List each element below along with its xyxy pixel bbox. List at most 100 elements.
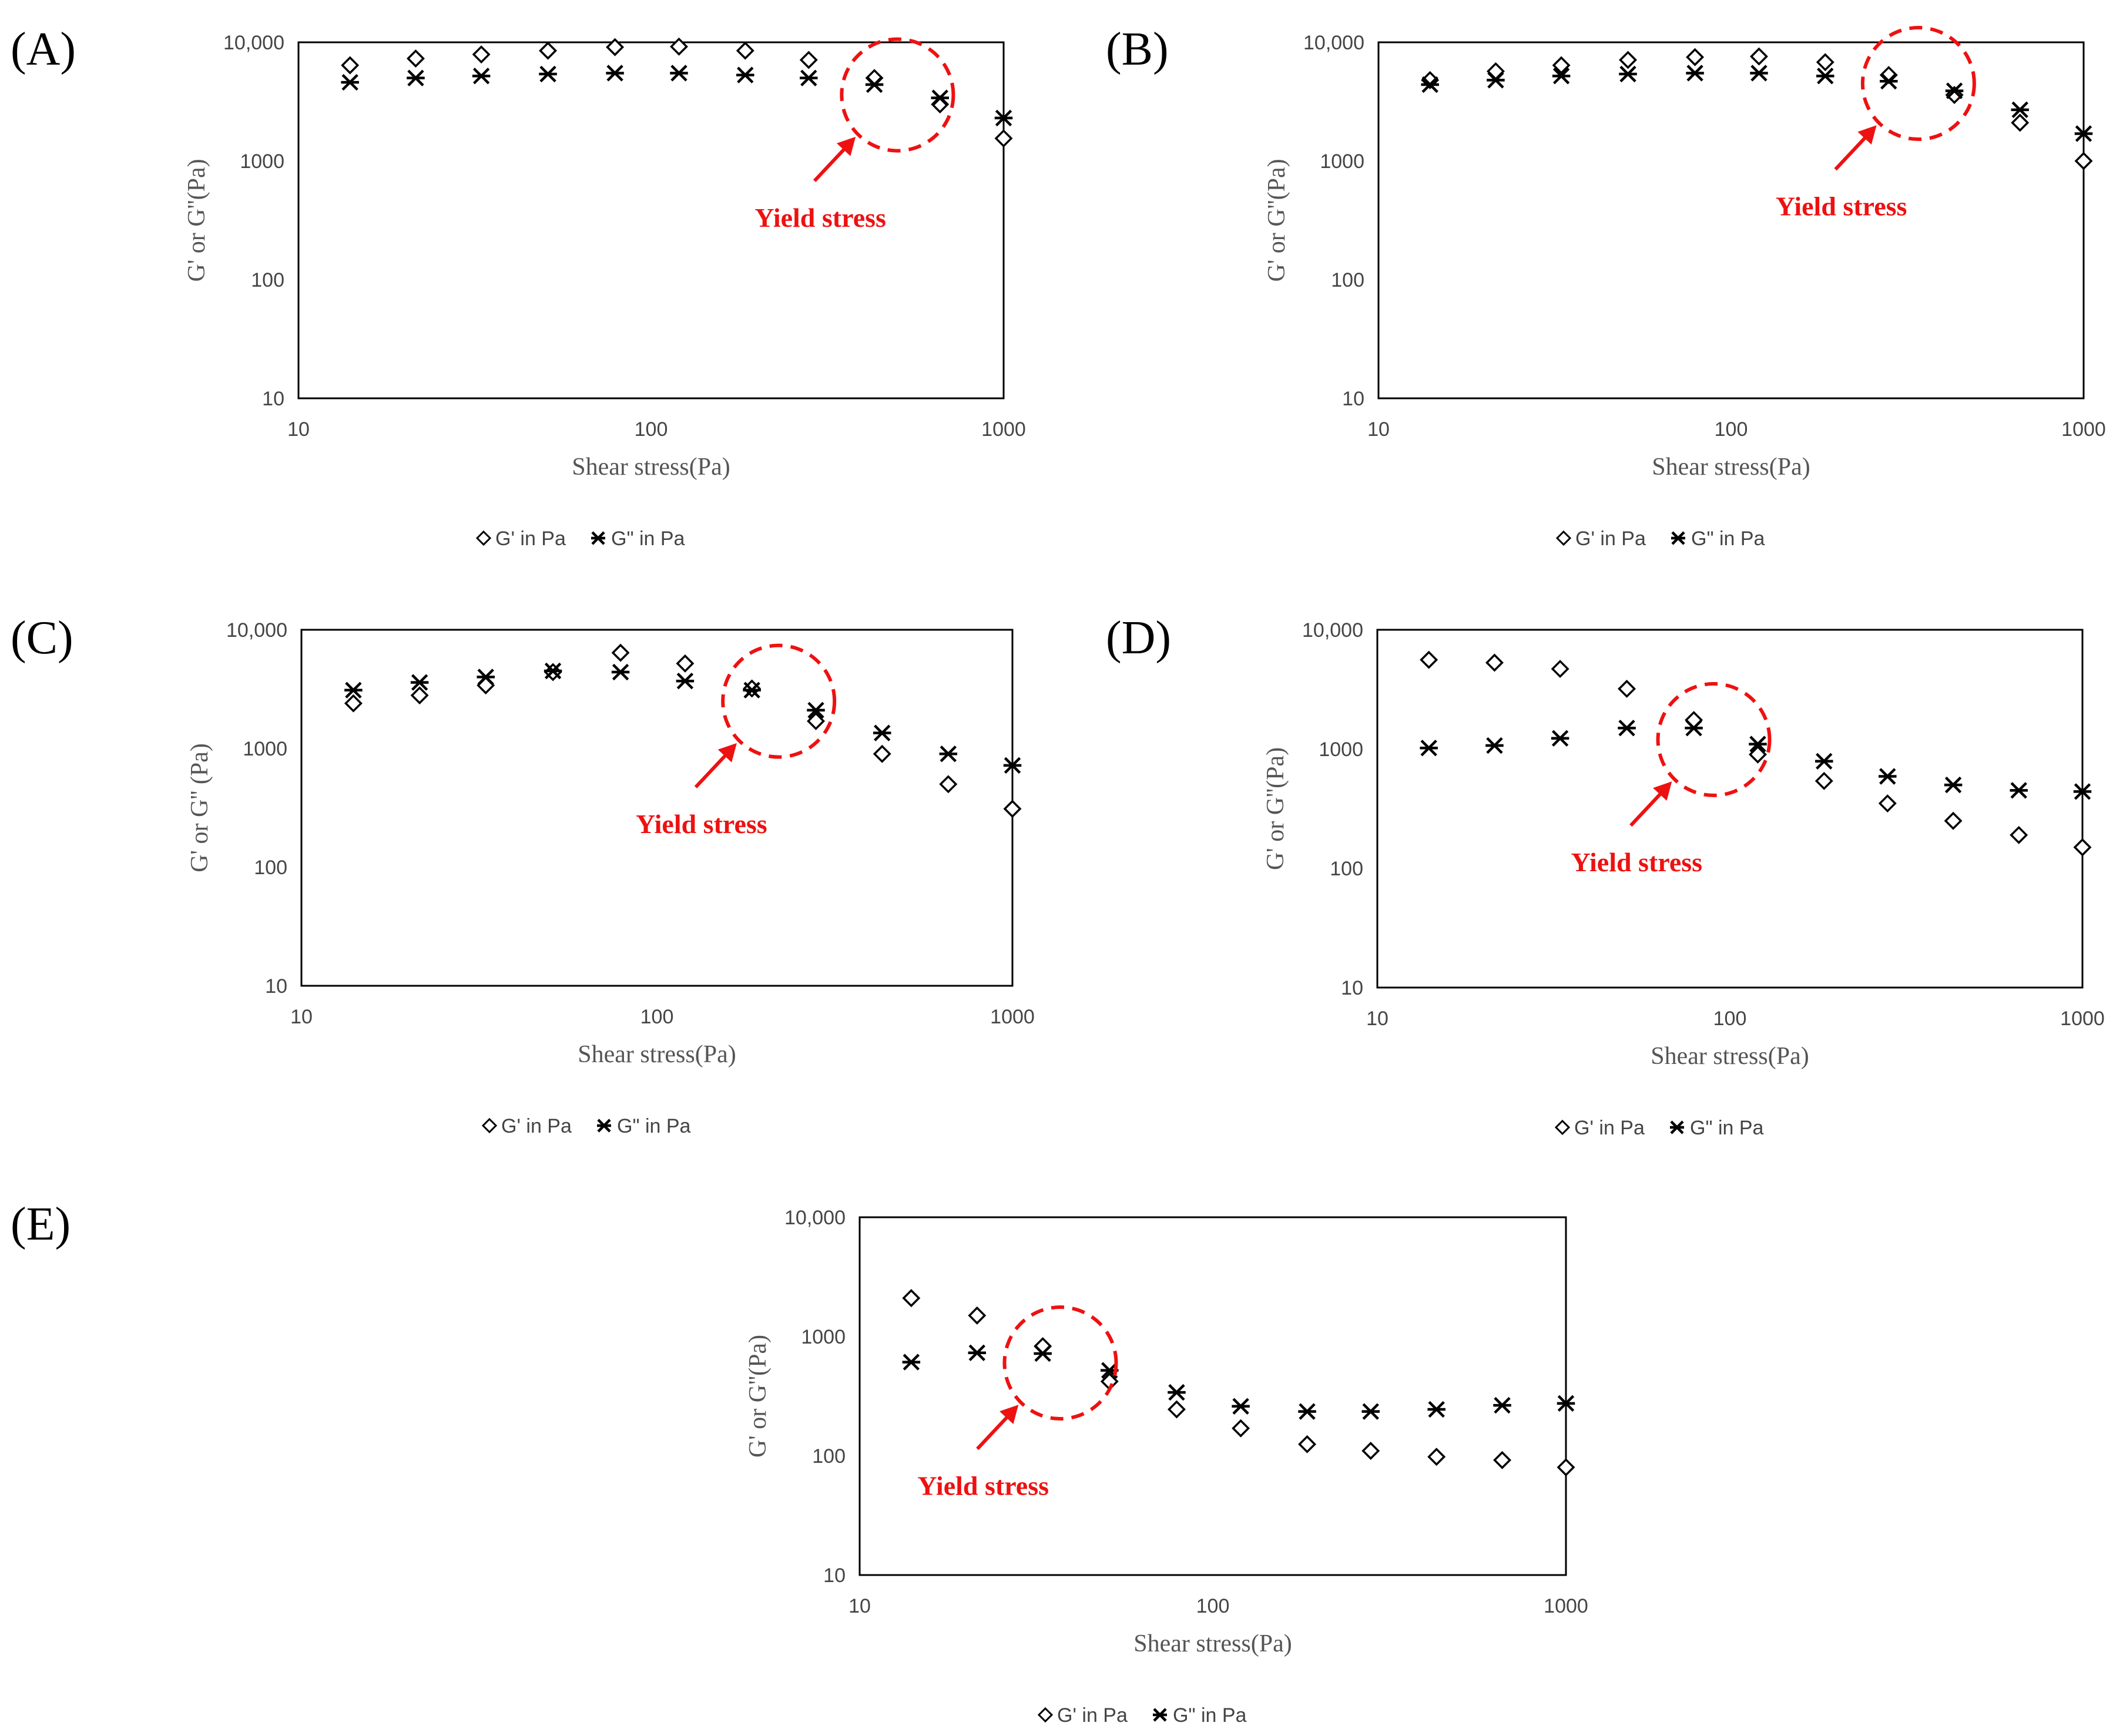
x-tick-label: 10	[290, 1006, 313, 1028]
yield-stress-circle	[1860, 26, 1976, 142]
y-tick-label: 10,000	[1302, 619, 1363, 642]
y-tick-label: 10,000	[223, 32, 284, 54]
data-point-g-double-prime	[1945, 82, 1964, 99]
data-point-g-double-prime	[1361, 1403, 1380, 1420]
data-point-g-prime	[1298, 1435, 1317, 1453]
data-point-g-double-prime	[1232, 1398, 1250, 1415]
y-axis-title: G' or G''(Pa)	[1263, 159, 1290, 281]
legend-diamond-icon	[1037, 1707, 1054, 1723]
data-point-g-double-prime	[1815, 753, 1833, 770]
x-axis-title: Shear stress(Pa)	[1133, 1630, 1292, 1657]
y-tick-label: 1000	[1319, 738, 1363, 761]
data-point-g-prime	[1485, 653, 1504, 672]
panel-label: (A)	[11, 23, 76, 75]
yield-stress-circle	[1656, 681, 1772, 797]
legend-label-g-prime: G' in Pa	[1575, 528, 1646, 550]
data-point-g-double-prime	[1420, 740, 1438, 757]
yield-stress-arrow-head	[1653, 781, 1672, 801]
y-tick-label: 10	[265, 975, 287, 998]
chart-panel-a: (A) 10 100 1000 10,000 10 100 1000 Shear stress(…	[11, 23, 1026, 550]
x-tick-label: 10	[287, 418, 310, 441]
data-point-g-prime	[799, 51, 818, 69]
y-tick-label: 100	[812, 1445, 846, 1468]
x-tick-label: 100	[1196, 1595, 1230, 1617]
legend-label-g-double-prime: G" in Pa	[1690, 1117, 1764, 1139]
data-point-g-double-prime	[807, 701, 825, 719]
plot-area-frame	[858, 1216, 1567, 1576]
y-tick-label: 10,000	[1303, 32, 1364, 54]
data-point-g-prime	[2011, 113, 2030, 132]
data-point-g-double-prime	[968, 1344, 987, 1361]
legend-asterisk-icon	[1153, 1708, 1167, 1722]
data-point-g-prime	[902, 1289, 921, 1308]
y-tick-label: 10,000	[784, 1207, 846, 1229]
data-point-g-double-prime	[1557, 1395, 1575, 1412]
data-point-g-double-prime	[1619, 65, 1637, 83]
y-tick-label: 10	[1341, 977, 1363, 999]
data-point-g-double-prime	[1493, 1396, 1511, 1414]
legend-diamond-icon	[481, 1117, 498, 1134]
yield-stress-label: Yield stress	[1571, 847, 1702, 877]
data-point-g-double-prime	[1034, 1345, 1052, 1362]
data-point-g-prime	[406, 49, 425, 68]
y-axis-title: G' or G''(Pa)	[744, 1335, 772, 1458]
data-point-g-double-prime	[865, 76, 884, 93]
data-point-g-prime	[1750, 47, 1768, 66]
x-axis-title: Shear stress(Pa)	[572, 454, 730, 481]
legend-label-g-double-prime: G" in Pa	[611, 528, 685, 550]
data-point-g-prime	[1557, 1458, 1575, 1477]
x-tick-label: 1000	[2060, 1008, 2105, 1030]
data-point-g-prime	[873, 744, 891, 763]
data-point-g-double-prime	[1686, 65, 1704, 82]
yield-stress-circle	[1002, 1305, 1118, 1421]
data-point-g-double-prime	[606, 65, 624, 82]
legend-label-g-prime: G' in Pa	[1574, 1117, 1645, 1139]
data-point-g-double-prime	[344, 681, 363, 699]
data-point-g-double-prime	[1298, 1403, 1316, 1420]
data-point-g-prime	[736, 41, 754, 60]
y-axis-title: G' or G''(Pa)	[183, 159, 210, 281]
plot-area-frame	[1376, 629, 2084, 989]
data-point-g-double-prime	[2011, 101, 2029, 119]
legend-diamond-icon	[1554, 1119, 1571, 1136]
panel-label: (E)	[11, 1198, 71, 1250]
data-point-g-prime	[611, 643, 630, 662]
data-point-g-double-prime	[2074, 125, 2093, 142]
x-axis-title: Shear stress(Pa)	[1651, 1043, 1809, 1070]
legend-asterisk-icon	[591, 531, 605, 545]
data-point-g-double-prime	[1685, 720, 1703, 737]
data-point-g-prime	[1685, 711, 1703, 730]
data-point-g-prime	[2074, 152, 2093, 170]
yield-stress-arrow-head	[1857, 125, 1877, 145]
data-point-g-prime	[1686, 48, 1705, 66]
data-point-g-double-prime	[1487, 72, 1505, 89]
data-point-g-prime	[676, 654, 695, 673]
data-point-g-double-prime	[1485, 737, 1504, 754]
data-point-g-double-prime	[670, 65, 688, 82]
data-point-g-double-prime	[736, 66, 754, 83]
data-point-g-double-prime	[676, 673, 695, 690]
data-point-g-prime	[606, 38, 625, 56]
data-point-g-prime	[1420, 650, 1438, 669]
data-point-g-double-prime	[1421, 76, 1439, 93]
y-tick-label: 1000	[240, 150, 284, 173]
x-tick-label: 100	[635, 418, 668, 441]
data-point-g-double-prime	[2010, 782, 2028, 799]
data-point-g-double-prime	[743, 681, 761, 699]
data-point-g-prime	[807, 711, 826, 730]
data-point-g-double-prime	[477, 669, 495, 686]
x-tick-label: 1000	[981, 418, 1026, 441]
plot-area-frame	[1377, 41, 2085, 399]
legend-label-g-double-prime: G" in Pa	[1173, 1704, 1247, 1727]
data-point-g-prime	[1167, 1400, 1186, 1419]
x-tick-label: 1000	[1544, 1595, 1588, 1617]
data-point-g-prime	[1815, 771, 1833, 790]
y-tick-label: 1000	[1320, 150, 1364, 173]
data-point-g-prime	[1003, 800, 1022, 818]
yield-stress-circle	[840, 37, 955, 153]
yield-stress-label: Yield stress	[917, 1470, 1049, 1500]
data-point-g-prime	[939, 775, 958, 794]
data-point-g-prime	[2073, 838, 2092, 857]
data-point-g-double-prime	[1944, 776, 1963, 794]
